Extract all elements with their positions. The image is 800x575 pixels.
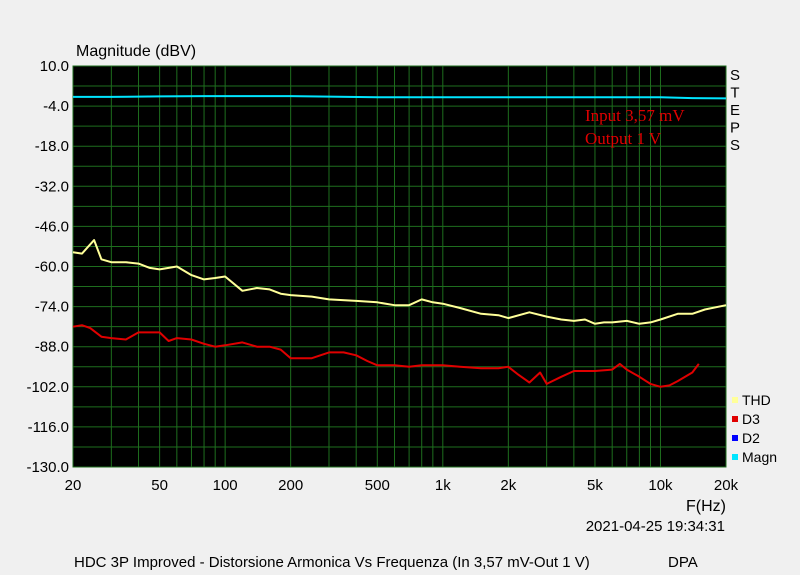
series-lines <box>72 95 727 388</box>
legend-label-d3: D3 <box>742 411 760 427</box>
grid <box>72 65 727 468</box>
x-tick-label: 200 <box>278 477 303 494</box>
y-axis-title: Magnitude (dBV) <box>76 43 196 60</box>
y-tick-label: -130.0 <box>26 459 69 476</box>
y-tick-label: -4.0 <box>43 98 69 115</box>
y-tick-label: -18.0 <box>35 138 69 155</box>
steps-letter: T <box>730 85 739 102</box>
annotation-input: Input 3,57 mV <box>585 106 685 125</box>
steps-letter: S <box>730 137 740 154</box>
timestamp: 2021-04-25 19:34:31 <box>586 518 725 535</box>
y-tick-label: -102.0 <box>26 379 69 396</box>
steps-letter: P <box>730 120 740 137</box>
y-tick-label: -46.0 <box>35 218 69 235</box>
y-tick-label: -60.0 <box>35 259 69 276</box>
y-tick-label: -88.0 <box>35 339 69 356</box>
x-tick-label: 100 <box>213 477 238 494</box>
series-line-thd <box>72 239 727 325</box>
x-axis-title: F(Hz) <box>686 498 726 515</box>
x-tick-label: 10k <box>648 477 673 494</box>
legend-swatch-magn <box>732 454 738 460</box>
plot-border <box>72 65 727 468</box>
y-tick-label: 10.0 <box>40 58 69 75</box>
legend-swatch-d2 <box>732 435 738 441</box>
y-tick-labels: 10.0 -4.0 -18.0 -32.0 -46.0 -60.0 -74.0 -88.0 -1… <box>26 58 69 476</box>
legend-swatch-thd <box>732 397 738 403</box>
x-tick-label: 20k <box>714 477 739 494</box>
series-line-d3 <box>72 324 700 388</box>
series-line-magn <box>73 95 727 100</box>
y-tick-label: -32.0 <box>35 178 69 195</box>
annotation-output: Output 1 V <box>585 129 662 148</box>
x-tick-labels: 20 50 100 200 500 1k 2k 5k 10k 20k <box>65 477 739 494</box>
steps-letter: E <box>730 102 740 119</box>
legend: THD D3 D2 Magn <box>732 392 777 465</box>
x-tick-label: 20 <box>65 477 82 494</box>
y-tick-label: -74.0 <box>35 299 69 316</box>
legend-swatch-d3 <box>732 416 738 422</box>
x-tick-label: 1k <box>435 477 451 494</box>
steps-letter: S <box>730 67 740 84</box>
x-tick-label: 50 <box>151 477 168 494</box>
x-tick-label: 5k <box>587 477 603 494</box>
y-tick-label: -116.0 <box>28 419 69 436</box>
legend-label-d2: D2 <box>742 430 760 446</box>
footer-brand: DPA <box>668 554 698 571</box>
legend-label-thd: THD <box>742 392 771 408</box>
legend-label-magn: Magn <box>742 449 777 465</box>
x-tick-label: 500 <box>365 477 390 494</box>
footer-title: HDC 3P Improved - Distorsione Armonica V… <box>74 554 590 571</box>
x-tick-label: 2k <box>500 477 516 494</box>
